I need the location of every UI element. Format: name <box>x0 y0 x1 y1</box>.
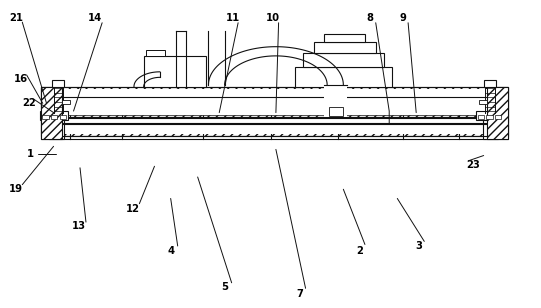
Bar <box>484 80 496 87</box>
Text: 1: 1 <box>27 149 34 159</box>
Bar <box>41 87 508 117</box>
Bar <box>147 50 166 56</box>
Bar <box>41 87 62 139</box>
Bar <box>303 53 384 67</box>
Text: 7: 7 <box>297 289 304 298</box>
Text: 12: 12 <box>126 204 140 214</box>
Text: 23: 23 <box>466 160 480 170</box>
Bar <box>314 42 375 53</box>
Bar <box>41 124 508 136</box>
Text: 4: 4 <box>167 245 174 256</box>
Text: 8: 8 <box>367 13 374 22</box>
Bar <box>42 116 49 119</box>
Bar <box>68 109 476 111</box>
Bar <box>49 113 64 139</box>
Text: 14: 14 <box>88 13 102 22</box>
Bar <box>295 67 392 87</box>
Bar <box>41 87 508 117</box>
Text: 16: 16 <box>14 74 28 84</box>
Bar <box>41 124 508 136</box>
Text: 19: 19 <box>9 184 23 194</box>
Bar <box>479 100 487 104</box>
Bar <box>483 113 498 139</box>
Bar <box>487 87 508 139</box>
Bar <box>41 118 508 123</box>
Bar <box>62 125 487 134</box>
Bar <box>329 107 343 116</box>
Bar <box>68 111 476 115</box>
Text: 2: 2 <box>356 245 363 256</box>
Bar <box>495 116 502 119</box>
Text: 13: 13 <box>72 221 86 231</box>
Bar <box>40 111 68 120</box>
Bar <box>144 56 206 87</box>
Text: 21: 21 <box>9 13 23 22</box>
Text: 11: 11 <box>226 13 240 22</box>
Bar <box>62 119 487 123</box>
Bar <box>62 89 487 115</box>
Bar <box>325 34 365 42</box>
Bar <box>476 111 504 120</box>
Text: 10: 10 <box>266 13 280 22</box>
Bar <box>478 116 484 119</box>
Bar <box>62 100 70 104</box>
Bar <box>486 116 493 119</box>
Bar <box>52 80 64 87</box>
Text: 5: 5 <box>221 282 228 292</box>
Text: 22: 22 <box>22 99 36 108</box>
Text: 9: 9 <box>399 13 406 22</box>
Bar <box>41 118 508 123</box>
Bar <box>60 116 66 119</box>
Text: 3: 3 <box>415 241 423 251</box>
Bar <box>325 83 347 117</box>
Bar <box>41 136 508 139</box>
Bar <box>51 116 57 119</box>
